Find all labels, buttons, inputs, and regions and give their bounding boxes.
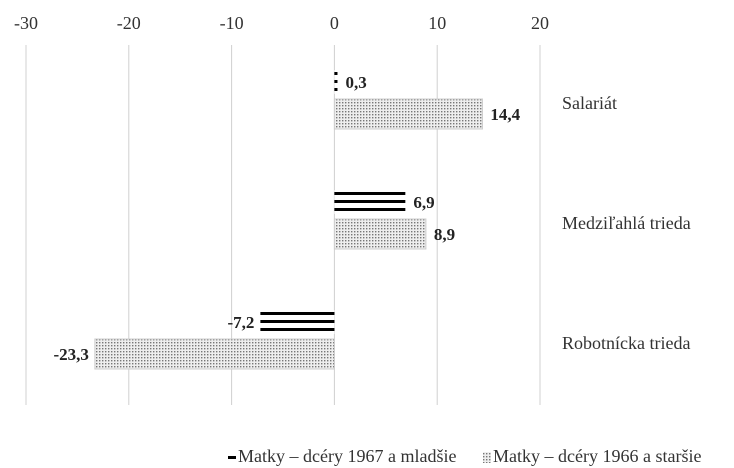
bar [334, 70, 338, 94]
category-label: Medziľahlá trieda [562, 213, 691, 233]
bar [260, 310, 335, 334]
value-label: 8,9 [434, 225, 455, 244]
x-tick-label: 10 [428, 13, 446, 33]
value-label: -23,3 [53, 345, 88, 364]
value-label: 6,9 [413, 193, 434, 212]
value-label: 0,3 [345, 73, 366, 92]
legend-swatch [483, 452, 491, 463]
value-label: -7,2 [227, 313, 254, 332]
bar [333, 218, 427, 250]
bar [333, 98, 483, 130]
value-label: 14,4 [490, 105, 520, 124]
legend-label: Matky – dcéry 1966 a staršie [493, 446, 701, 466]
x-tick-label: -10 [220, 13, 244, 33]
bar [334, 190, 406, 214]
x-tick-label: 0 [330, 13, 339, 33]
x-tick-label: -20 [117, 13, 141, 33]
legend-label: Matky – dcéry 1967 a mladšie [238, 446, 456, 466]
legend-swatch [228, 452, 236, 463]
category-label: Salariát [562, 93, 617, 113]
x-tick-label: 20 [531, 13, 549, 33]
category-label: Robotnícka trieda [562, 333, 690, 353]
bar [94, 338, 335, 370]
x-tick-label: -30 [14, 13, 38, 33]
